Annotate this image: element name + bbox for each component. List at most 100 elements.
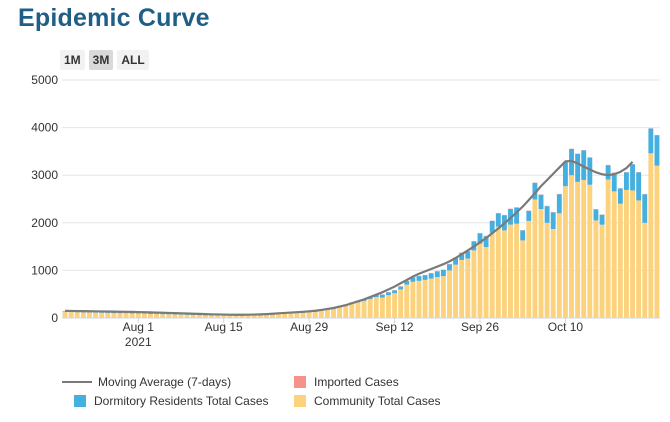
dormitory-bar[interactable] <box>386 292 391 296</box>
community-bar[interactable] <box>453 264 459 318</box>
dormitory-bar[interactable] <box>562 162 568 187</box>
community-bar[interactable] <box>135 313 141 318</box>
dormitory-bar[interactable] <box>611 172 617 192</box>
community-bar[interactable] <box>544 222 550 318</box>
community-bar[interactable] <box>373 297 379 318</box>
community-bar[interactable] <box>642 222 648 318</box>
dormitory-bar[interactable] <box>593 209 599 221</box>
dormitory-bar[interactable] <box>459 252 465 260</box>
dormitory-bar[interactable] <box>514 207 520 224</box>
community-bar[interactable] <box>257 315 263 318</box>
dormitory-bar[interactable] <box>630 164 635 191</box>
community-bar[interactable] <box>392 293 398 318</box>
dormitory-bar[interactable] <box>453 258 459 265</box>
community-bar[interactable] <box>263 314 269 318</box>
community-bar[interactable] <box>636 200 642 318</box>
dormitory-bar[interactable] <box>636 172 642 201</box>
community-bar[interactable] <box>306 312 312 318</box>
community-bar[interactable] <box>379 297 385 318</box>
community-bar[interactable] <box>501 230 507 318</box>
community-bar[interactable] <box>331 308 336 318</box>
community-bar[interactable] <box>398 289 404 318</box>
community-bar[interactable] <box>593 220 599 318</box>
community-bar[interactable] <box>623 189 629 318</box>
community-bar[interactable] <box>495 226 501 318</box>
dormitory-bar[interactable] <box>617 188 623 204</box>
community-bar[interactable] <box>270 314 275 318</box>
community-bar[interactable] <box>184 314 190 318</box>
dormitory-bar[interactable] <box>520 230 526 241</box>
legend-dormitory[interactable]: Dormitory Residents Total Cases <box>74 394 269 408</box>
dormitory-bar[interactable] <box>587 157 593 185</box>
dormitory-bar[interactable] <box>550 212 556 229</box>
community-bar[interactable] <box>166 314 172 318</box>
community-bar[interactable] <box>526 220 532 318</box>
dormitory-bar[interactable] <box>447 264 452 271</box>
dormitory-bar[interactable] <box>416 276 422 281</box>
community-bar[interactable] <box>190 314 196 318</box>
community-bar[interactable] <box>129 313 135 318</box>
community-bar[interactable] <box>99 312 105 318</box>
community-bar[interactable] <box>196 315 202 318</box>
dormitory-bar[interactable] <box>623 172 629 190</box>
dormitory-bar[interactable] <box>428 273 434 279</box>
community-bar[interactable] <box>245 315 251 318</box>
community-bar[interactable] <box>105 312 111 318</box>
dormitory-bar[interactable] <box>569 149 574 176</box>
community-bar[interactable] <box>422 279 428 318</box>
community-bar[interactable] <box>550 228 556 318</box>
dormitory-bar[interactable] <box>495 213 501 227</box>
dormitory-bar[interactable] <box>465 251 471 259</box>
community-bar[interactable] <box>459 259 465 318</box>
community-bar[interactable] <box>141 313 147 318</box>
dormitory-bar[interactable] <box>477 233 483 244</box>
community-bar[interactable] <box>489 232 495 318</box>
legend-moving-average[interactable]: Moving Average (7-days) <box>62 375 231 389</box>
dormitory-bar[interactable] <box>581 150 587 180</box>
community-bar[interactable] <box>447 270 452 318</box>
community-bar[interactable] <box>209 315 214 318</box>
dormitory-bar[interactable] <box>575 153 581 182</box>
community-bar[interactable] <box>202 315 208 318</box>
dormitory-bar[interactable] <box>440 269 446 277</box>
community-bar[interactable] <box>251 315 257 318</box>
community-bar[interactable] <box>68 312 74 318</box>
dormitory-bar[interactable] <box>544 206 550 223</box>
dormitory-bar[interactable] <box>526 210 532 221</box>
community-bar[interactable] <box>74 312 80 318</box>
dormitory-bar[interactable] <box>532 182 538 200</box>
range-3m-button[interactable]: 3M <box>88 50 114 70</box>
community-bar[interactable] <box>514 223 520 318</box>
community-bar[interactable] <box>428 278 434 318</box>
legend-community[interactable]: Community Total Cases <box>294 394 441 408</box>
community-bar[interactable] <box>300 312 306 318</box>
dormitory-bar[interactable] <box>642 194 648 223</box>
dormitory-bar[interactable] <box>398 286 404 290</box>
community-bar[interactable] <box>160 314 166 318</box>
community-bar[interactable] <box>416 280 422 318</box>
dormitory-bar[interactable] <box>422 275 428 280</box>
community-bar[interactable] <box>605 179 611 318</box>
community-bar[interactable] <box>215 315 221 318</box>
community-bar[interactable] <box>538 208 544 318</box>
community-bar[interactable] <box>654 165 660 318</box>
community-bar[interactable] <box>324 309 330 318</box>
dormitory-bar[interactable] <box>392 290 398 294</box>
dormitory-bar[interactable] <box>648 128 654 154</box>
community-bar[interactable] <box>477 243 483 318</box>
community-bar[interactable] <box>599 224 605 318</box>
community-bar[interactable] <box>562 186 568 318</box>
community-bar[interactable] <box>62 311 68 318</box>
community-bar[interactable] <box>367 298 373 318</box>
community-bar[interactable] <box>343 305 349 318</box>
community-bar[interactable] <box>282 313 288 318</box>
dormitory-bar[interactable] <box>538 194 544 209</box>
community-bar[interactable] <box>172 314 178 318</box>
community-bar[interactable] <box>111 313 117 318</box>
community-bar[interactable] <box>440 276 446 318</box>
community-bar[interactable] <box>312 311 318 318</box>
legend-imported[interactable]: Imported Cases <box>294 375 399 389</box>
community-bar[interactable] <box>117 313 123 318</box>
community-bar[interactable] <box>404 284 410 318</box>
dormitory-bar[interactable] <box>404 280 410 285</box>
